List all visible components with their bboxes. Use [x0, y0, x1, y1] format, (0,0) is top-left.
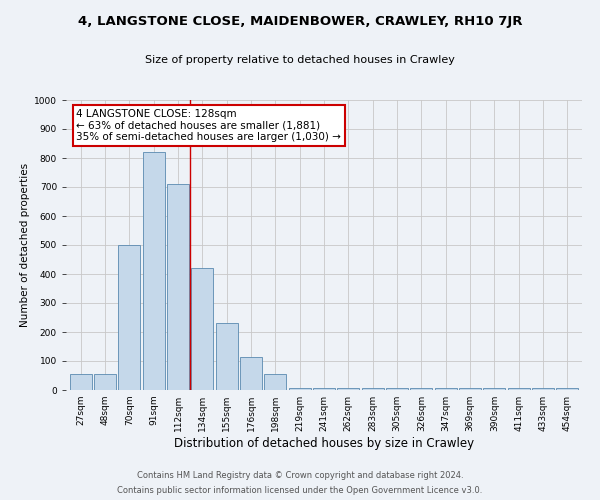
- Text: Contains HM Land Registry data © Crown copyright and database right 2024.: Contains HM Land Registry data © Crown c…: [137, 471, 463, 480]
- Bar: [240, 356, 262, 390]
- Bar: [143, 152, 164, 390]
- Bar: [167, 184, 189, 390]
- Bar: [70, 374, 92, 390]
- Text: 4, LANGSTONE CLOSE, MAIDENBOWER, CRAWLEY, RH10 7JR: 4, LANGSTONE CLOSE, MAIDENBOWER, CRAWLEY…: [78, 15, 522, 28]
- Bar: [337, 388, 359, 390]
- Bar: [508, 388, 530, 390]
- Bar: [94, 374, 116, 390]
- Text: Size of property relative to detached houses in Crawley: Size of property relative to detached ho…: [145, 55, 455, 65]
- Bar: [215, 324, 238, 390]
- Bar: [556, 388, 578, 390]
- Bar: [435, 388, 457, 390]
- X-axis label: Distribution of detached houses by size in Crawley: Distribution of detached houses by size …: [174, 437, 474, 450]
- Bar: [118, 245, 140, 390]
- Bar: [362, 388, 383, 390]
- Bar: [410, 388, 433, 390]
- Text: 4 LANGSTONE CLOSE: 128sqm
← 63% of detached houses are smaller (1,881)
35% of se: 4 LANGSTONE CLOSE: 128sqm ← 63% of detac…: [76, 108, 341, 142]
- Bar: [532, 388, 554, 390]
- Bar: [386, 388, 408, 390]
- Bar: [191, 268, 213, 390]
- Bar: [484, 388, 505, 390]
- Bar: [313, 388, 335, 390]
- Bar: [265, 374, 286, 390]
- Text: Contains public sector information licensed under the Open Government Licence v3: Contains public sector information licen…: [118, 486, 482, 495]
- Bar: [459, 388, 481, 390]
- Y-axis label: Number of detached properties: Number of detached properties: [20, 163, 30, 327]
- Bar: [289, 388, 311, 390]
